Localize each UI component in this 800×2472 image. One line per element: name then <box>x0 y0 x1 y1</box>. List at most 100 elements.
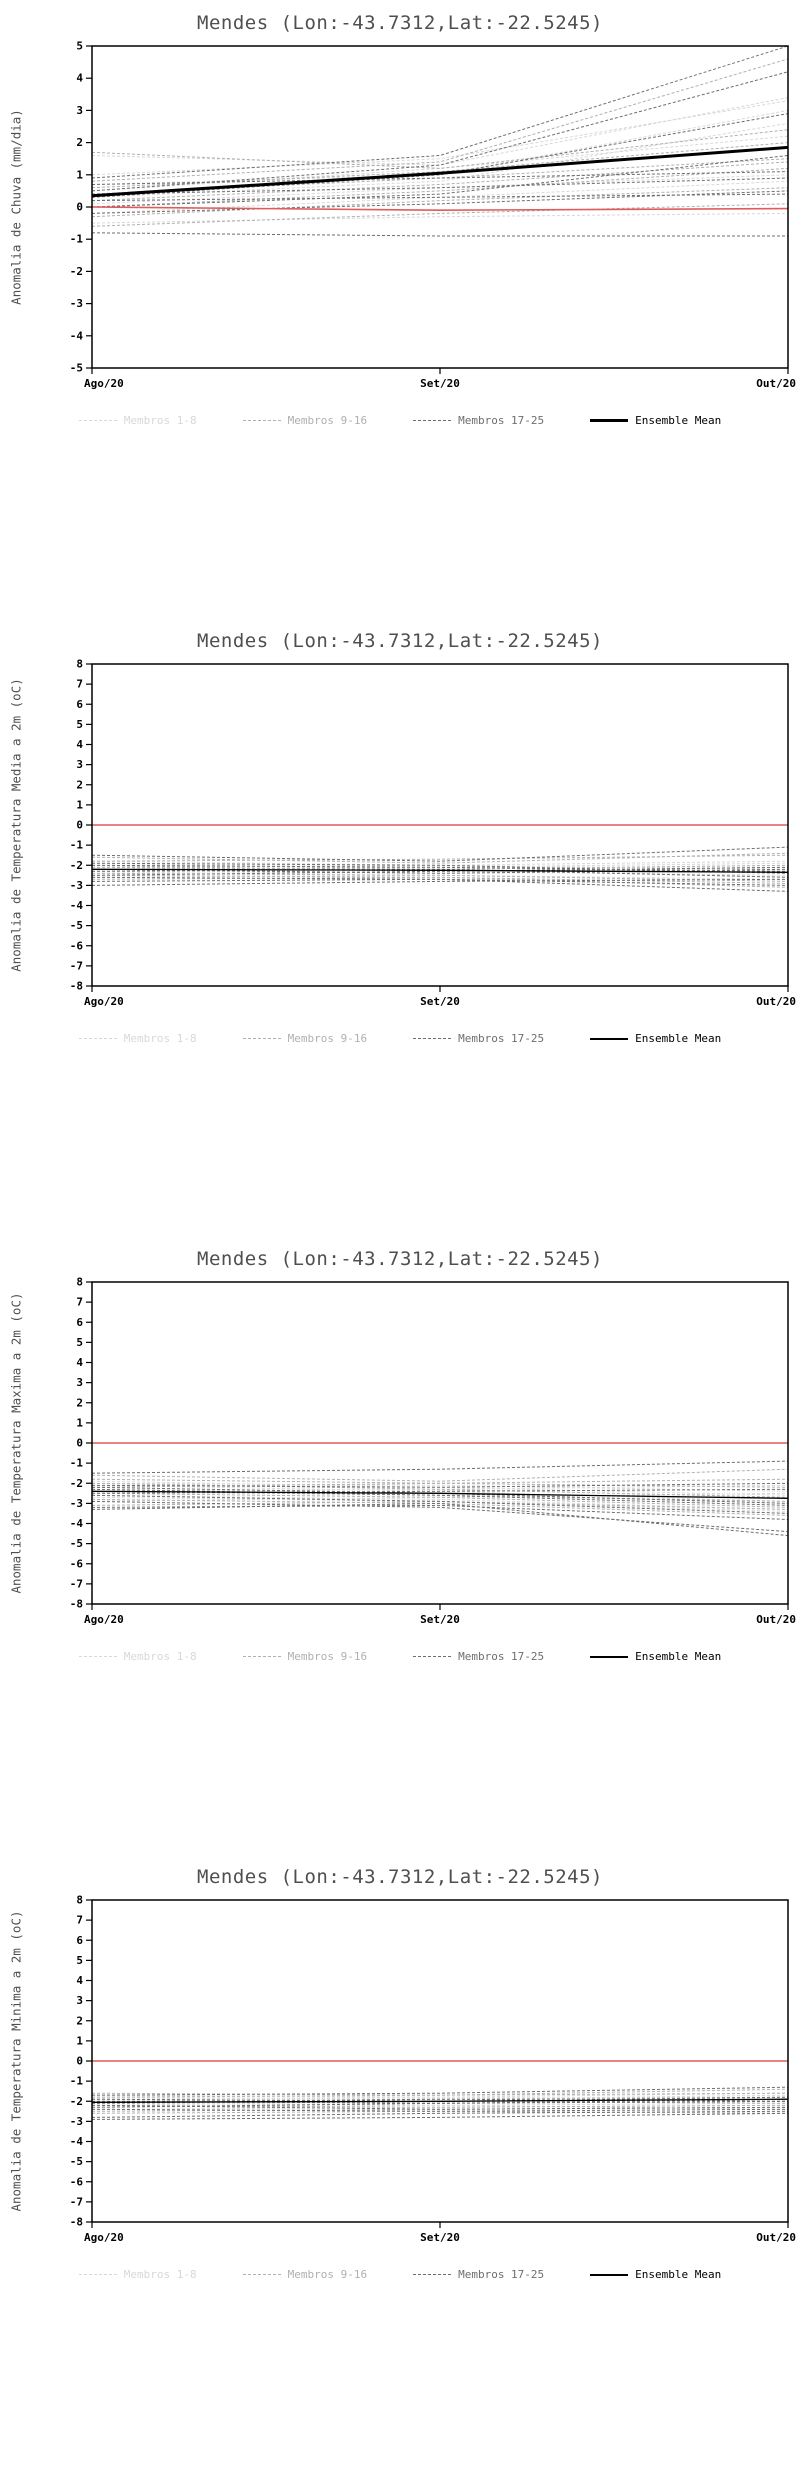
svg-text:5: 5 <box>76 718 83 731</box>
svg-text:-5: -5 <box>70 1537 83 1550</box>
svg-text:-1: -1 <box>70 1457 84 1470</box>
svg-text:-3: -3 <box>70 1497 83 1510</box>
svg-text:6: 6 <box>76 1934 83 1947</box>
legend-label-membros-17-25: Membros 17-25 <box>458 2268 545 2281</box>
legend-line-membros-9-16 <box>242 2274 281 2275</box>
svg-text:1: 1 <box>76 168 83 181</box>
svg-text:Ago/20: Ago/20 <box>84 377 124 390</box>
svg-text:0: 0 <box>76 819 83 832</box>
svg-text:7: 7 <box>76 678 83 691</box>
svg-text:Out/20: Out/20 <box>756 995 796 1008</box>
svg-text:-5: -5 <box>70 919 83 932</box>
svg-text:4: 4 <box>76 1974 83 1987</box>
legend-label-membros-1-8: Membros 1-8 <box>123 2268 197 2281</box>
legend-line-membros-9-16 <box>242 1656 281 1657</box>
svg-text:3: 3 <box>76 758 83 771</box>
legend-item-membros-1-8: Membros 1-8 <box>78 1032 197 1045</box>
legend-label-membros-1-8: Membros 1-8 <box>123 1650 197 1663</box>
precip-anomaly-chart: -5 -4 -3 -2 -1 0 1 2 3 4 5 Ago/20 Set/20 Out/20 <box>70 40 796 391</box>
legend-line-membros-1-8 <box>78 1656 117 1657</box>
svg-text:1: 1 <box>76 798 83 811</box>
svg-text:4: 4 <box>76 738 83 751</box>
legend-label-membros-17-25: Membros 17-25 <box>458 1032 545 1045</box>
svg-text:2: 2 <box>76 2014 83 2027</box>
legend: Membros 1-8 Membros 9-16 Membros 17-25 E… <box>0 414 800 427</box>
legend-line-ensemble-mean <box>590 1037 629 1040</box>
svg-text:-3: -3 <box>70 2115 83 2128</box>
svg-text:5: 5 <box>76 40 83 53</box>
legend-line-membros-1-8 <box>78 2274 117 2275</box>
svg-text:0: 0 <box>76 1437 83 1450</box>
legend-item-membros-1-8: Membros 1-8 <box>78 1650 197 1663</box>
legend-line-membros-17-25 <box>413 1656 452 1657</box>
svg-text:Out/20: Out/20 <box>756 1613 796 1626</box>
svg-text:Set/20: Set/20 <box>420 1613 460 1626</box>
legend-label-membros-17-25: Membros 17-25 <box>458 1650 545 1663</box>
y-axis-label: Anomalia de Temperatura Minima a 2m (oC) <box>8 1910 24 2212</box>
svg-text:Ago/20: Ago/20 <box>84 995 124 1008</box>
chart-area: Anomalia de Temperatura Maxima a 2m (oC)… <box>0 1272 800 1644</box>
legend-item-membros-9-16: Membros 9-16 <box>242 1650 368 1663</box>
svg-text:-7: -7 <box>70 959 83 972</box>
legend-item-membros-9-16: Membros 9-16 <box>242 2268 368 2281</box>
svg-text:-6: -6 <box>70 1557 84 1570</box>
svg-text:7: 7 <box>76 1296 83 1309</box>
svg-text:3: 3 <box>76 1376 83 1389</box>
legend-line-ensemble-mean <box>590 419 629 422</box>
svg-text:-2: -2 <box>70 1477 83 1490</box>
y-axis-label: Anomalia de Temperatura Maxima a 2m (oC) <box>8 1292 24 1594</box>
svg-text:8: 8 <box>76 1276 83 1289</box>
legend: Membros 1-8 Membros 9-16 Membros 17-25 E… <box>0 2268 800 2281</box>
legend-line-membros-1-8 <box>78 1038 117 1039</box>
legend-item-membros-17-25: Membros 17-25 <box>413 1650 544 1663</box>
legend-line-ensemble-mean <box>590 1655 629 1658</box>
temp-maxima-anomaly-chart: -8 -7 -6 -5 -4 -3 -2 -1 0 1 2 3 4 5 6 7 8 Ago/20 Set/20 Out… <box>70 1276 796 1627</box>
legend-label-membros-9-16: Membros 9-16 <box>287 1650 368 1663</box>
svg-text:1: 1 <box>76 2034 83 2047</box>
legend-line-membros-17-25 <box>413 1038 452 1039</box>
chart-area: Anomalia de Temperatura Minima a 2m (oC)… <box>0 1890 800 2262</box>
legend-item-ensemble-mean: Ensemble Mean <box>590 414 721 427</box>
legend-item-ensemble-mean: Ensemble Mean <box>590 1650 721 1663</box>
svg-text:-6: -6 <box>70 939 84 952</box>
legend-item-membros-17-25: Membros 17-25 <box>413 414 544 427</box>
chart-area: Anomalia de Chuva (mm/dia) -5 -4 -3 -2 -1 0 1 2… <box>0 36 800 408</box>
svg-text:-1: -1 <box>70 839 84 852</box>
legend-line-membros-9-16 <box>242 420 281 421</box>
legend-line-membros-17-25 <box>413 2274 452 2275</box>
y-axis-label: Anomalia de Chuva (mm/dia) <box>8 109 24 305</box>
svg-text:Ago/20: Ago/20 <box>84 2231 124 2244</box>
svg-text:Set/20: Set/20 <box>420 2231 460 2244</box>
svg-text:-2: -2 <box>70 2095 83 2108</box>
svg-text:-4: -4 <box>70 899 84 912</box>
svg-text:4: 4 <box>76 72 83 85</box>
svg-text:1: 1 <box>76 1416 83 1429</box>
svg-text:-4: -4 <box>70 1517 84 1530</box>
chart-block-precip: Mendes (Lon:-43.7312,Lat:-22.5245) Anoma… <box>0 0 800 618</box>
svg-text:-1: -1 <box>70 2075 84 2088</box>
chart-block-temp-media: Mendes (Lon:-43.7312,Lat:-22.5245) Anoma… <box>0 618 800 1236</box>
svg-text:8: 8 <box>76 1894 83 1907</box>
svg-text:8: 8 <box>76 658 83 671</box>
svg-text:3: 3 <box>76 104 83 117</box>
svg-text:4: 4 <box>76 1356 83 1369</box>
svg-text:-6: -6 <box>70 2175 84 2188</box>
legend-label-membros-9-16: Membros 9-16 <box>287 2268 368 2281</box>
svg-text:Set/20: Set/20 <box>420 995 460 1008</box>
legend-label-ensemble-mean: Ensemble Mean <box>635 414 722 427</box>
svg-text:7: 7 <box>76 1914 83 1927</box>
legend-label-membros-9-16: Membros 9-16 <box>287 1032 368 1045</box>
chart-title: Mendes (Lon:-43.7312,Lat:-22.5245) <box>197 1248 603 1270</box>
legend-label-ensemble-mean: Ensemble Mean <box>635 2268 722 2281</box>
legend-label-membros-17-25: Membros 17-25 <box>458 414 545 427</box>
legend-item-membros-17-25: Membros 17-25 <box>413 1032 544 1045</box>
svg-text:6: 6 <box>76 698 83 711</box>
legend-item-ensemble-mean: Ensemble Mean <box>590 1032 721 1045</box>
chart-title: Mendes (Lon:-43.7312,Lat:-22.5245) <box>197 12 603 34</box>
legend-label-membros-9-16: Membros 9-16 <box>287 414 368 427</box>
svg-text:2: 2 <box>76 1396 83 1409</box>
legend-line-ensemble-mean <box>590 2273 629 2276</box>
svg-text:Out/20: Out/20 <box>756 377 796 390</box>
svg-text:0: 0 <box>76 2055 83 2068</box>
svg-text:-8: -8 <box>70 1598 83 1611</box>
